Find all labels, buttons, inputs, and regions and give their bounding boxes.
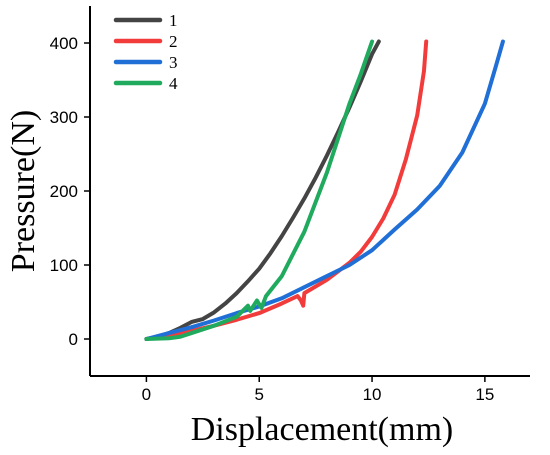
- series-line-1: [144, 39, 381, 341]
- series-line-4: [144, 39, 375, 341]
- legend-label-3: 3: [169, 53, 178, 72]
- x-tick-label: 15: [475, 385, 494, 404]
- x-tick-label: 10: [363, 385, 382, 404]
- legend: 1 2 3 4: [113, 11, 178, 93]
- series-line-3: [144, 39, 505, 341]
- y-tick-label: 400: [50, 34, 78, 53]
- x-tick-label: 5: [254, 385, 263, 404]
- y-tick-label: 300: [50, 108, 78, 127]
- y-tick-label: 100: [50, 256, 78, 275]
- legend-label-2: 2: [169, 32, 178, 51]
- series-layer: [144, 39, 505, 341]
- legend-label-1: 1: [169, 11, 178, 30]
- x-axis-title: Displacement(mm): [191, 411, 453, 448]
- x-tick-label: 0: [142, 385, 151, 404]
- y-tick-label: 200: [50, 182, 78, 201]
- y-tick-label: 0: [69, 330, 78, 349]
- ticks-layer: 0 5 10 15 0 100 200 300 400: [50, 34, 495, 404]
- legend-label-4: 4: [169, 74, 178, 93]
- y-axis-title: Pressure(N): [5, 110, 42, 272]
